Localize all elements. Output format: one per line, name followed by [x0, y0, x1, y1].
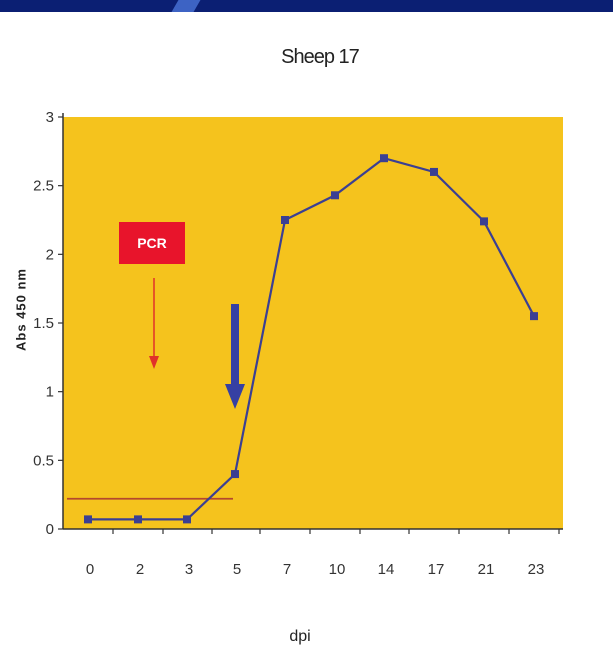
y-axis-label: Abs 450 nm — [13, 268, 29, 351]
x-tick-label: 17 — [428, 561, 445, 578]
y-tick-label: 2 — [46, 246, 54, 263]
x-tick-label: 3 — [185, 561, 193, 578]
data-point — [430, 167, 438, 176]
x-tick-label: 21 — [478, 561, 495, 578]
data-point — [231, 470, 239, 479]
data-point — [84, 515, 92, 524]
top-banner — [0, 0, 613, 12]
y-tick-label: 2.5 — [33, 178, 54, 195]
x-tick-label: 7 — [283, 561, 291, 578]
x-tick-label: 10 — [329, 561, 346, 578]
data-point — [480, 217, 488, 226]
pcr-arrow-head — [149, 356, 159, 369]
y-tick-label: 0.5 — [33, 452, 54, 469]
chart-title: Sheep 17 — [281, 46, 360, 68]
x-tick-label: 5 — [233, 561, 241, 578]
data-point — [331, 191, 339, 200]
pcr-label: PCR — [119, 222, 185, 264]
data-point — [530, 312, 538, 321]
data-point — [380, 154, 388, 163]
x-tick-label: 0 — [86, 561, 94, 578]
x-tick-label: 23 — [528, 561, 545, 578]
y-tick-label: 1 — [46, 384, 54, 401]
x-axis-label: dpi — [289, 628, 311, 645]
plot-area — [63, 117, 563, 529]
x-tick-label: 2 — [136, 561, 144, 578]
blue-arrow-head — [225, 384, 245, 409]
data-point — [281, 216, 289, 224]
data-point — [183, 515, 191, 524]
data-point — [134, 515, 142, 524]
series-line — [88, 156, 535, 521]
y-tick-label: 1.5 — [33, 315, 54, 332]
y-tick-label: 3 — [46, 109, 54, 126]
y-tick-label: 0 — [46, 521, 54, 538]
blue-arrow — [231, 304, 239, 386]
x-tick-label: 14 — [378, 561, 395, 578]
